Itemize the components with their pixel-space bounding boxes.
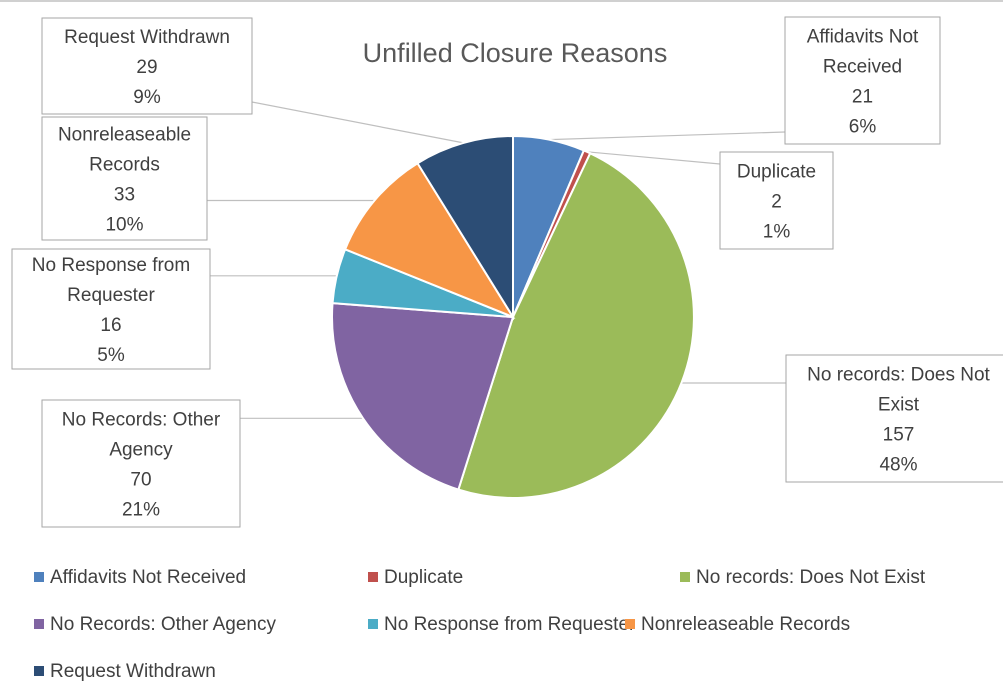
legend-item-no-records-does-not-exist: No records: Does Not Exist [680,567,926,588]
data-label-line: 5% [97,345,125,366]
data-label-line: No records: Does Not [807,365,990,386]
pie-slices [331,134,695,499]
legend-swatch [625,619,635,629]
data-label-box [41,17,253,115]
legend-item-affidavits-not-received: Affidavits Not Received [34,567,246,588]
legend-label: Duplicate [384,567,463,588]
legend-swatch [680,572,690,582]
legend-swatch [34,572,44,582]
data-label-affidavits-not-received: Affidavits Not Received 21 6% [784,16,941,145]
data-label-line: No Records: Other [62,410,221,431]
data-label-line: 48% [879,455,917,476]
data-label-nonreleaseable-records: Nonreleaseable Records 33 10% [41,116,208,241]
data-label-line: 70 [130,470,151,491]
data-label-no-response-from-requester: No Response from Requester 16 5% [11,248,211,370]
data-label-line: No Response from [32,255,190,276]
data-label-line: 10% [105,215,143,236]
data-label-line: Requester [67,285,155,306]
data-label-line: 21 [852,87,873,108]
legend-label: No Response from Requester [384,614,636,635]
pie-slice-nonreleaseable-records [343,161,516,320]
data-label-line: 16 [100,315,121,336]
leader-line-duplicate [586,151,721,165]
pie-slice-request-withdrawn [416,134,514,321]
legend-swatch [368,572,378,582]
legend-swatch [368,619,378,629]
data-label-line: 9% [133,87,161,108]
data-label-request-withdrawn: Request Withdrawn 29 9% [41,17,253,115]
data-label-line: 6% [849,117,877,138]
data-label-box [719,151,834,250]
legend-swatch [34,666,44,676]
leader-lines [207,101,786,419]
data-label-duplicate: Duplicate 2 1% [719,151,834,250]
leader-line-affidavits-not-received [549,131,786,141]
legend-item-duplicate: Duplicate [368,567,463,588]
legend-label: No records: Does Not Exist [696,567,926,588]
data-label-line: Nonreleaseable [58,125,191,146]
data-label-line: 1% [763,222,791,243]
legend-swatch [34,619,44,629]
data-label-box [11,248,211,370]
legend-label: Request Withdrawn [50,661,216,682]
legend-label: No Records: Other Agency [50,614,276,635]
data-label-line: 29 [136,57,157,78]
legend: Affidavits Not Received Duplicate No recor… [34,567,926,682]
data-label-line: 2 [771,192,782,213]
pie-slice-no-records-other-agency [331,302,515,491]
pie-slice-no-records-does-not-exist [457,151,695,499]
data-label-line: Exist [878,395,920,416]
data-label-line: Records [89,155,160,176]
legend-item-no-records-other-agency: No Records: Other Agency [34,614,276,635]
data-label-line: Affidavits Not [807,27,919,48]
legend-item-request-withdrawn: Request Withdrawn [34,661,216,682]
data-label-box [41,116,208,241]
data-label-box [784,16,941,145]
legend-label: Nonreleaseable Records [641,614,850,635]
leader-line-request-withdrawn [251,101,464,144]
data-label-no-records-other-agency: No Records: Other Agency 70 21% [41,399,241,528]
data-label-no-records-does-not-exist: No records: Does Not Exist 157 48% [785,354,1003,483]
chart-title: Unfilled Closure Reasons [363,38,668,68]
legend-item-nonreleaseable-records: Nonreleaseable Records [625,614,850,635]
data-label-line: 21% [122,500,160,521]
legend-item-no-response-from-requester: No Response from Requester [368,614,636,635]
data-label-line: Request Withdrawn [64,27,230,48]
legend-label: Affidavits Not Received [50,567,246,588]
data-label-line: Agency [109,440,173,461]
data-label-line: 33 [114,185,135,206]
data-label-box [785,354,1003,483]
data-label-line: Duplicate [737,162,816,183]
data-labels: Affidavits NotReceived216%Duplicate21%No… [11,16,1003,528]
data-label-box [41,399,241,528]
data-label-line: 157 [883,425,915,446]
data-label-line: Received [823,57,902,78]
